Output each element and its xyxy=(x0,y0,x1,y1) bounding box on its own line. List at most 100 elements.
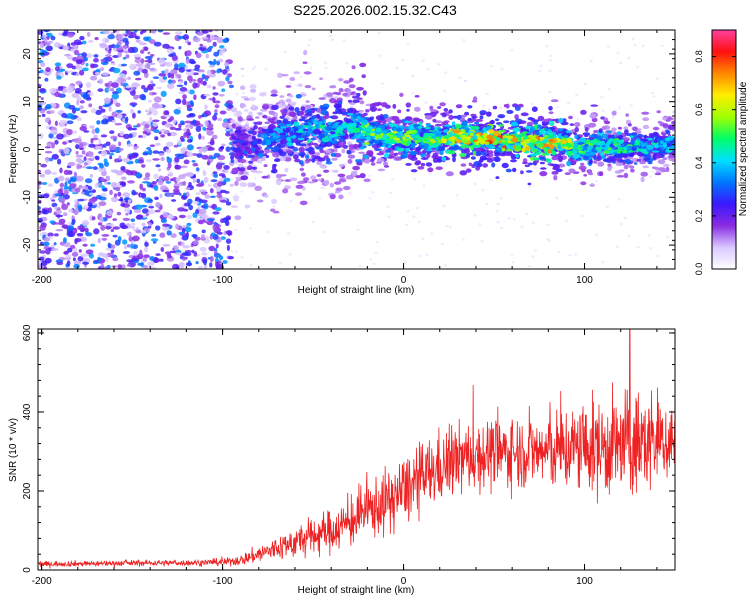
spectrogram-cell xyxy=(575,93,579,97)
spectrogram-cell xyxy=(182,181,187,186)
spectrogram-cell xyxy=(139,249,143,256)
spectrogram-cell xyxy=(569,160,577,164)
spectrogram-cell xyxy=(100,263,105,268)
spectrogram-cell xyxy=(285,123,292,127)
spectrogram-cell xyxy=(39,250,47,254)
spectrogram-cell xyxy=(468,162,473,167)
spectrogram-cell xyxy=(423,143,429,148)
spectrogram-cell xyxy=(98,138,102,145)
spectrogram-cell xyxy=(500,226,504,230)
spectrogram-cell xyxy=(376,157,385,163)
spectrogram-cell xyxy=(201,30,209,34)
spectrogram-cell xyxy=(560,121,569,126)
spectrogram-cell xyxy=(240,96,249,99)
spectrogram-cell xyxy=(525,170,533,173)
spectrogram-cell xyxy=(93,134,98,139)
spectrogram-cell xyxy=(601,260,605,264)
spectrogram-cell xyxy=(648,133,655,139)
spectrogram-cell xyxy=(279,132,286,136)
spectrogram-cell xyxy=(140,230,147,234)
spectrogram-cell xyxy=(604,120,611,125)
spectrogram-cell xyxy=(186,222,192,227)
spectrogram-cell xyxy=(177,207,185,212)
spectrogram-cell xyxy=(500,67,504,70)
spectrogram-cell xyxy=(405,147,410,152)
spectrogram-cell xyxy=(540,167,547,170)
spectrogram-cell xyxy=(148,99,153,103)
spectrogram-cell xyxy=(118,147,124,152)
spectrogram-cell xyxy=(628,154,635,157)
spectrogram-cell xyxy=(70,48,75,53)
spectrogram-cell xyxy=(567,101,570,105)
spectrogram-cell xyxy=(213,253,221,258)
spectrogram-cell xyxy=(551,150,557,156)
spectrogram-cell xyxy=(197,77,204,84)
spectrogram-cell xyxy=(488,150,494,155)
spectrogram-cell xyxy=(345,175,354,180)
spectrogram-cell xyxy=(492,105,498,110)
spectrogram-cell xyxy=(641,44,645,47)
spectrogram-cell xyxy=(411,92,415,95)
spectrogram-cell xyxy=(325,92,334,97)
spectrogram-cell xyxy=(580,181,587,186)
spectrogram-cell xyxy=(77,198,85,202)
spectrogram-cell xyxy=(149,39,156,45)
spectrogram-cell xyxy=(175,223,180,230)
spectrogram-cell xyxy=(251,67,255,71)
spectrogram-cell xyxy=(185,191,190,198)
spectrogram-cell xyxy=(175,266,180,269)
spectrogram-cell xyxy=(201,154,209,160)
spectrogram-cell xyxy=(55,210,62,214)
spectrogram-cell xyxy=(184,250,193,253)
spectrogram-cell xyxy=(157,30,164,33)
spectrogram-cell xyxy=(195,192,201,196)
spectrogram-cell xyxy=(588,134,595,138)
spectrogram-cell xyxy=(114,239,121,246)
spectrogram-cell xyxy=(299,200,308,206)
spectrogram-cell xyxy=(505,168,512,173)
spectrogram-cell xyxy=(428,138,435,142)
spectrogram-cell xyxy=(54,193,62,197)
spectrogram-cell xyxy=(75,157,83,163)
spectrogram-cell xyxy=(166,230,172,236)
spectrogram-cell xyxy=(444,124,451,127)
spectrogram-cell xyxy=(130,225,136,229)
spectrogram-cell xyxy=(132,104,136,108)
spectrogram-cell xyxy=(303,71,312,75)
spectrogram-cell xyxy=(98,201,107,207)
spectrogram-cell xyxy=(213,36,219,40)
spectrogram-cell xyxy=(201,135,205,140)
spectrogram-cell xyxy=(118,185,123,189)
spectrogram-cell xyxy=(122,239,128,245)
spectrogram-cell xyxy=(272,205,276,208)
spectrogram-cell xyxy=(173,183,182,187)
spectrogram-cell xyxy=(221,143,226,147)
spectrogram-cell xyxy=(120,176,127,181)
spectrogram-cell xyxy=(150,30,157,34)
spectrogram-cell xyxy=(299,75,303,79)
spectrogram-cell xyxy=(671,120,675,125)
spectrogram-cell xyxy=(162,43,170,49)
spectrogram-cell xyxy=(143,177,150,181)
spectrogram-cell xyxy=(534,130,540,136)
spectrogram-cell xyxy=(316,160,322,166)
spectrogram-cell xyxy=(444,264,447,267)
spectrogram-cell xyxy=(175,73,180,77)
spectrogram-cell xyxy=(558,117,564,124)
spectrogram-cell xyxy=(81,219,90,227)
spectrogram-cell xyxy=(73,260,82,266)
spectrogram-cell xyxy=(216,69,220,74)
spectrogram-cell xyxy=(257,126,263,131)
spectrogram-cell xyxy=(170,73,175,79)
spectrogram-cell xyxy=(332,91,339,95)
spectrogram-cell xyxy=(126,232,131,237)
spectrogram-cell xyxy=(280,73,289,77)
spectrogram-cell xyxy=(321,137,330,143)
spectrogram-cell xyxy=(38,260,42,265)
spectrogram-cell xyxy=(188,113,194,116)
spectrogram-cell xyxy=(219,110,227,115)
spectrogram-cell xyxy=(305,112,313,117)
spectrogram-cell xyxy=(317,178,323,182)
spectrogram-cell xyxy=(549,54,553,58)
